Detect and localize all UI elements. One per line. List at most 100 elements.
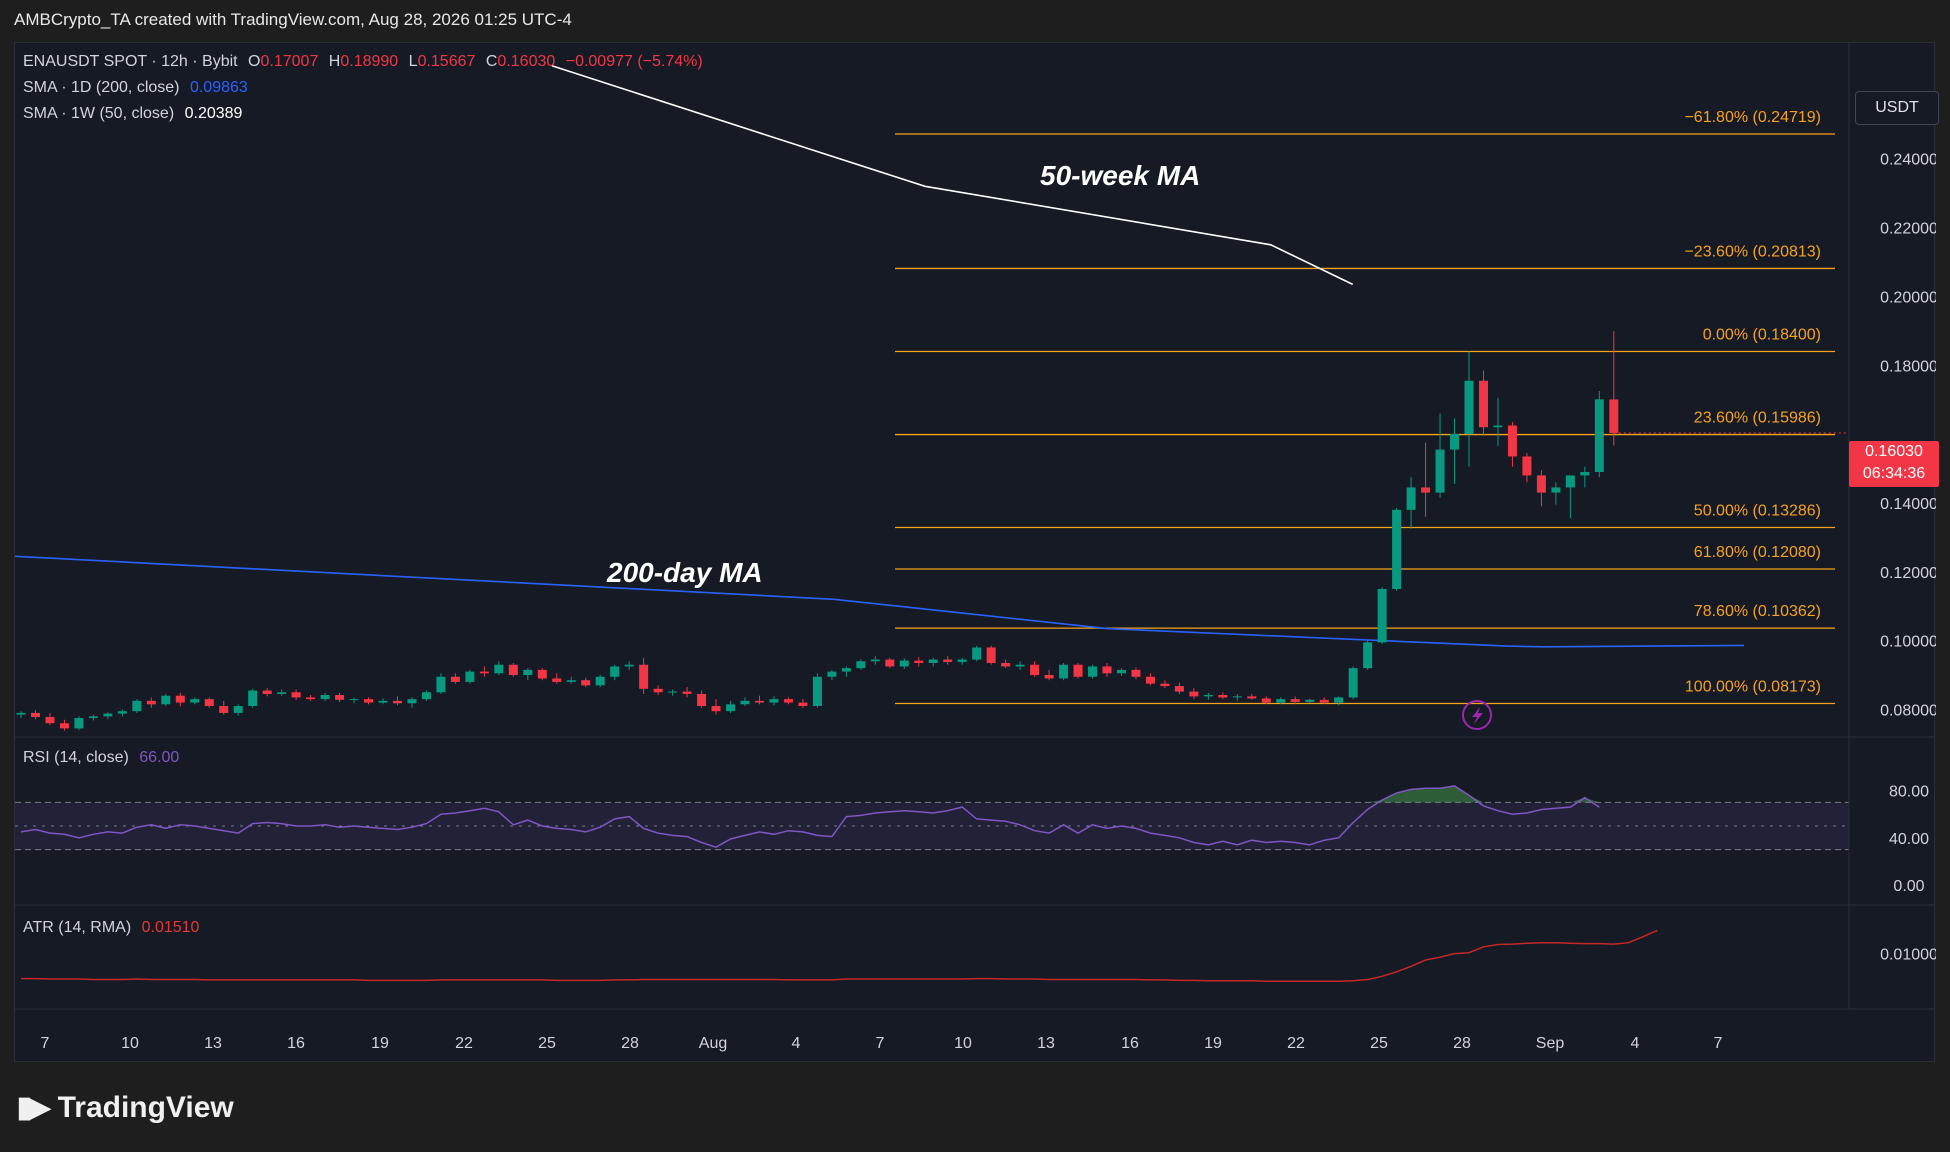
candle-body <box>1319 699 1329 703</box>
candle-body <box>697 693 707 707</box>
rsi-line <box>20 785 1600 849</box>
candle-body <box>74 718 84 729</box>
annotation-50-week-ma: 50-week MA <box>1040 160 1200 191</box>
candle-body <box>204 699 214 707</box>
time-tick-label: 4 <box>1631 1035 1640 1052</box>
candle-body <box>726 704 736 712</box>
candle-body <box>335 695 345 700</box>
candle-body <box>899 660 909 667</box>
candle-body <box>161 695 171 705</box>
lightning-icon <box>1462 700 1492 730</box>
candle-body <box>508 664 518 676</box>
candle-body <box>537 669 547 679</box>
sma50w-label: SMA · 1W (50, close) <box>23 105 175 122</box>
candle-body <box>812 676 822 707</box>
rsi-tick-label: 80.00 <box>1889 784 1929 801</box>
candle-body <box>45 717 55 724</box>
tradingview-logo-icon: ▮▶ <box>16 1091 52 1124</box>
chart-svg[interactable]: −61.80% (0.24719) −23.60% (0.20813) 0.00% … <box>15 43 1936 1063</box>
last-price: 0.16030 <box>1865 443 1923 460</box>
price-tick-label: 0.14000 <box>1880 496 1936 513</box>
rsi-label: RSI (14, close) <box>23 749 129 766</box>
time-tick-label: 7 <box>1714 1035 1723 1052</box>
tradingview-logo-text: TradingView <box>57 1090 234 1124</box>
candle-body <box>262 690 272 694</box>
rsi-tick-label: 40.00 <box>1889 831 1929 848</box>
candle-body <box>1290 699 1300 702</box>
atr-label: ATR (14, RMA) <box>23 919 132 936</box>
fib-label: 78.60% (0.10362) <box>1694 603 1821 620</box>
candle-body <box>841 668 851 672</box>
chart-frame[interactable]: −61.80% (0.24719) −23.60% (0.20813) 0.00% … <box>14 42 1939 1063</box>
time-tick-label: 25 <box>538 1035 556 1052</box>
candle-body <box>1406 487 1416 510</box>
candle-body <box>552 678 562 682</box>
candle-body <box>1305 699 1315 702</box>
time-tick-label: 22 <box>1287 1035 1305 1052</box>
currency-button[interactable]: USDT <box>1855 91 1939 125</box>
candle-body <box>1030 664 1040 676</box>
candle-body <box>190 699 200 703</box>
sma-50w-line <box>551 65 1354 286</box>
sma-200d-line <box>15 555 1745 648</box>
candle-body <box>1174 686 1184 692</box>
fib-label: 61.80% (0.12080) <box>1694 544 1821 561</box>
time-tick-label: 25 <box>1370 1035 1388 1052</box>
symbol-label: ENAUSDT SPOT · 12h · Bybit <box>23 53 238 70</box>
candle-body <box>1102 666 1112 674</box>
candle-body <box>711 706 721 712</box>
candle-body <box>1015 664 1025 667</box>
candle-body <box>798 702 808 707</box>
time-tick-label: 13 <box>204 1035 222 1052</box>
candle-body <box>465 671 475 682</box>
rsi-band <box>15 802 1849 850</box>
candle-body <box>856 661 866 669</box>
high-label: H <box>328 53 341 70</box>
candle-body <box>957 659 967 662</box>
candle-body <box>291 692 301 698</box>
candle-body <box>928 659 938 663</box>
candle-body <box>378 700 388 703</box>
rsi-tick-label: 0.00 <box>1893 878 1924 895</box>
time-tick-label: Sep <box>1536 1035 1565 1052</box>
candle-body <box>653 688 663 693</box>
candle-body <box>1478 380 1488 428</box>
candle-body <box>407 699 417 704</box>
fib-label: 50.00% (0.13286) <box>1694 503 1821 520</box>
time-tick-label: 7 <box>41 1035 50 1052</box>
candle-body <box>1247 696 1257 699</box>
candle-body <box>1218 695 1228 698</box>
candle-body <box>16 712 26 715</box>
candle-body <box>450 676 460 682</box>
candle-body <box>827 671 837 677</box>
candle-body <box>1088 666 1098 677</box>
candle-body <box>972 647 982 660</box>
candle-body <box>1044 675 1054 679</box>
candle-body <box>610 666 620 677</box>
candle-body <box>1435 449 1445 493</box>
candle-body <box>30 712 40 718</box>
fib-label: −61.80% (0.24719) <box>1684 109 1821 126</box>
candle-body <box>769 699 779 703</box>
candle-body <box>436 676 446 693</box>
candle-body <box>1522 456 1532 476</box>
candle-body <box>986 647 996 663</box>
candle-body <box>1464 380 1474 435</box>
time-tick-label: Aug <box>699 1035 727 1052</box>
time-tick-label: 22 <box>455 1035 473 1052</box>
candle-body <box>914 660 924 663</box>
fib-label: 0.00% (0.18400) <box>1703 326 1821 343</box>
candle-body <box>1551 487 1561 493</box>
candle-body <box>479 671 489 674</box>
legend-sma50w: SMA · 1W (50, close) 0.20389 <box>23 105 242 123</box>
candle-body <box>1450 434 1460 450</box>
candle-body <box>885 659 895 667</box>
candle-body <box>1131 669 1141 677</box>
candle-body <box>1232 696 1242 698</box>
candle-body <box>1421 487 1431 493</box>
candle-body <box>639 664 649 689</box>
sma200-value: 0.09863 <box>189 79 248 96</box>
close-value: 0.16030 <box>497 53 556 70</box>
candle-body <box>1507 425 1517 457</box>
candle-body <box>494 664 504 674</box>
